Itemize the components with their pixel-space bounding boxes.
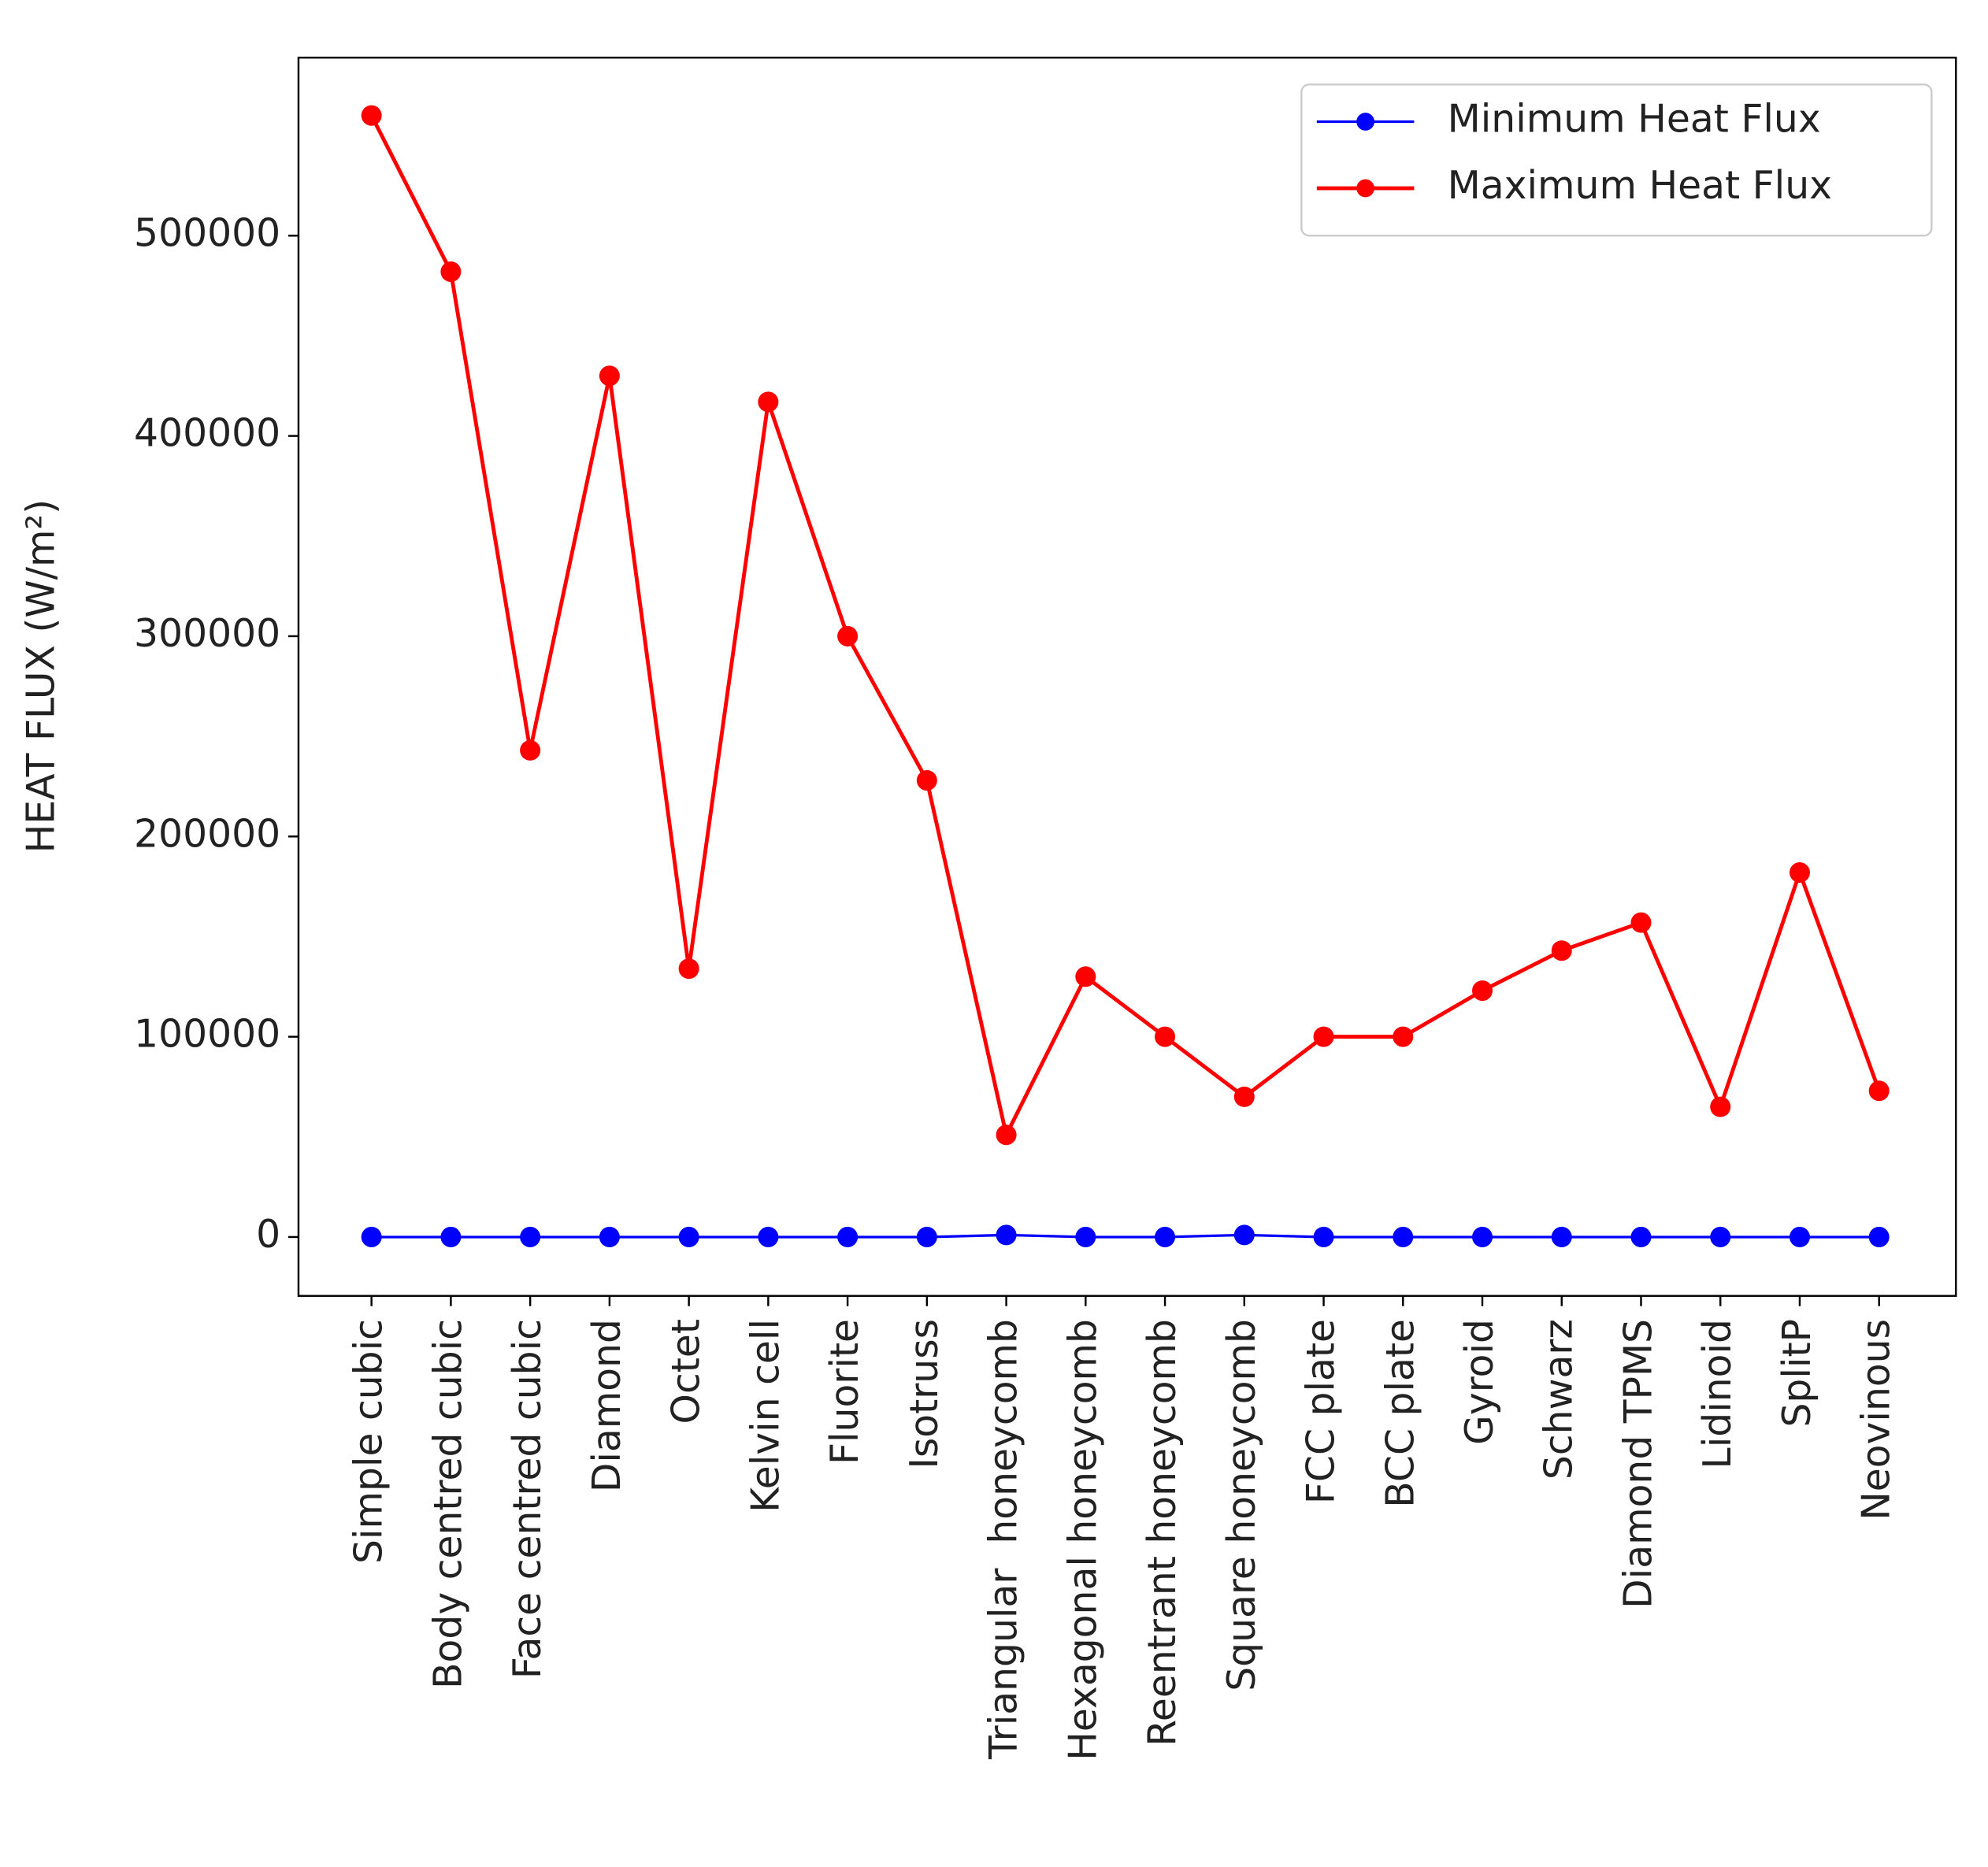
point bbox=[1155, 1026, 1176, 1047]
legend-marker bbox=[1356, 179, 1374, 198]
x-tick-label: Octet bbox=[664, 1319, 709, 1424]
point bbox=[1472, 980, 1493, 1002]
legend-marker bbox=[1356, 113, 1374, 131]
point bbox=[1393, 1226, 1414, 1247]
legend-box bbox=[1300, 83, 1933, 237]
x-tick-label: Schwarz bbox=[1537, 1319, 1582, 1480]
x-tick-label: SplitP bbox=[1775, 1319, 1819, 1428]
point bbox=[1313, 1026, 1334, 1047]
point bbox=[1789, 1226, 1810, 1247]
point bbox=[916, 770, 937, 791]
point bbox=[599, 365, 620, 387]
x-tick-label: Hexagonal honeycomb bbox=[1060, 1319, 1105, 1761]
point bbox=[599, 1226, 620, 1247]
point bbox=[1630, 1226, 1652, 1247]
point bbox=[440, 1226, 462, 1247]
point bbox=[1789, 862, 1810, 883]
x-tick-label: Kelvin cell bbox=[743, 1319, 788, 1513]
y-tick-label: 500000 bbox=[134, 210, 280, 255]
plot-frame bbox=[297, 56, 1957, 1297]
point bbox=[996, 1124, 1017, 1146]
x-tick-label: Simple cubic bbox=[347, 1319, 391, 1564]
point bbox=[1710, 1226, 1731, 1247]
series-line bbox=[369, 114, 1881, 1141]
point bbox=[996, 1224, 1017, 1246]
y-axis-label: HEAT FLUX (W/m²) bbox=[18, 499, 63, 854]
x-tick-label: Face centred cubic bbox=[505, 1319, 550, 1679]
point bbox=[361, 1226, 382, 1247]
x-tick-label: Body centred cubic bbox=[425, 1319, 470, 1689]
series-line bbox=[371, 1233, 1879, 1239]
point bbox=[1233, 1086, 1255, 1107]
point bbox=[1868, 1226, 1890, 1247]
point bbox=[1313, 1226, 1334, 1247]
x-tick-label: Fluorite bbox=[822, 1319, 867, 1465]
point bbox=[361, 105, 382, 126]
x-tick-label: Square honeycomb bbox=[1219, 1319, 1264, 1691]
point bbox=[520, 739, 541, 761]
point bbox=[916, 1226, 937, 1247]
x-tick-label: Diamond bbox=[584, 1319, 629, 1492]
y-tick-label: 0 bbox=[256, 1212, 280, 1257]
x-tick-label: Diamond TPMS bbox=[1615, 1319, 1660, 1609]
x-tick-label: BCC plate bbox=[1378, 1319, 1422, 1508]
point bbox=[1155, 1226, 1176, 1247]
y-tick-label: 300000 bbox=[134, 611, 280, 656]
point bbox=[1551, 1226, 1572, 1247]
y-tick-label: 400000 bbox=[134, 411, 280, 456]
point bbox=[440, 261, 462, 283]
point bbox=[837, 625, 859, 646]
point bbox=[1233, 1224, 1255, 1246]
legend-label: Minimum Heat Flux bbox=[1448, 96, 1821, 141]
y-tick-label: 200000 bbox=[134, 811, 280, 856]
point bbox=[758, 391, 779, 413]
point bbox=[1075, 966, 1096, 987]
point bbox=[520, 1226, 541, 1247]
point bbox=[1393, 1026, 1414, 1047]
x-tick-label: Reentrant honeycomb bbox=[1140, 1319, 1185, 1747]
x-tick-label: Isotruss bbox=[902, 1319, 947, 1469]
point bbox=[678, 958, 699, 980]
x-tick-label: Neovinous bbox=[1854, 1319, 1899, 1521]
point bbox=[758, 1226, 779, 1247]
x-tick-label: Triangular honeycomb bbox=[981, 1319, 1026, 1760]
x-tick-label: FCC plate bbox=[1299, 1319, 1344, 1504]
x-tick-label: Lidinoid bbox=[1695, 1319, 1740, 1469]
point bbox=[1075, 1226, 1096, 1247]
point bbox=[1551, 940, 1572, 961]
point bbox=[1710, 1096, 1731, 1117]
point bbox=[837, 1226, 859, 1247]
point bbox=[678, 1226, 699, 1247]
legend-label: Maximum Heat Flux bbox=[1448, 163, 1832, 208]
point bbox=[1472, 1226, 1493, 1247]
point bbox=[1630, 912, 1652, 933]
x-tick-label: Gyroid bbox=[1457, 1319, 1502, 1445]
point bbox=[1868, 1080, 1890, 1102]
y-tick-label: 100000 bbox=[134, 1012, 280, 1057]
